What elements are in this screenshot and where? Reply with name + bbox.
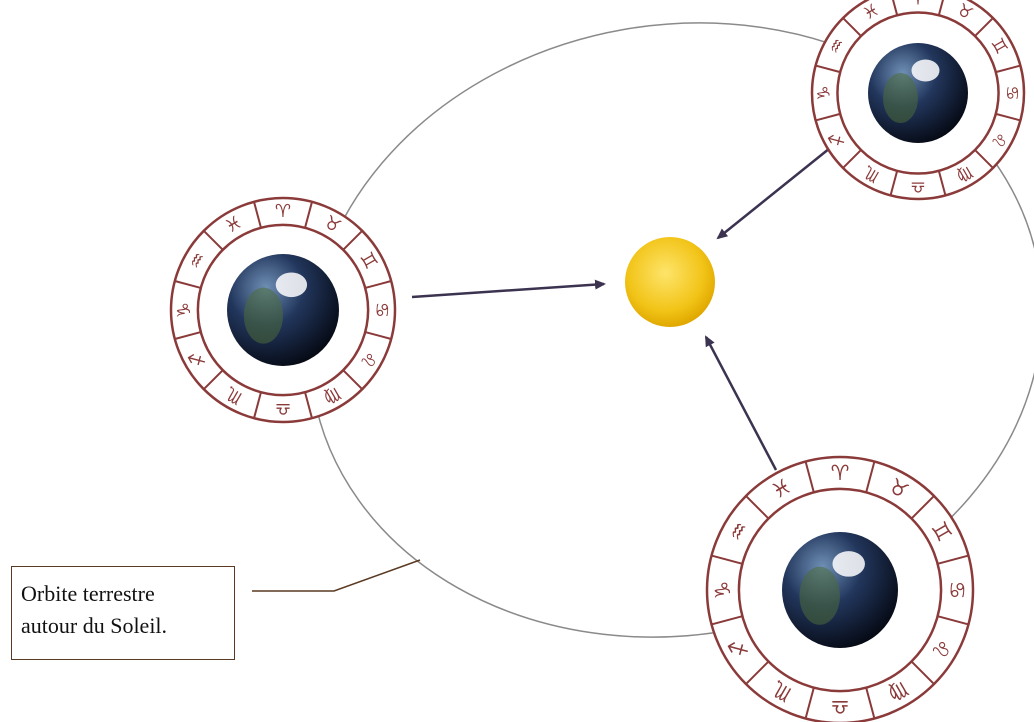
zodiac-sign-glyph: ♈ (831, 461, 850, 485)
zodiac-divider (342, 369, 363, 390)
earth-icon (227, 254, 339, 366)
zodiac-divider (865, 687, 876, 719)
zodiac-divider (842, 17, 862, 37)
zodiac-divider (304, 391, 313, 419)
earth-landmass (883, 73, 918, 123)
zodiac-divider (711, 615, 743, 626)
zodiac-divider (804, 461, 815, 493)
zodiac-sign-glyph: ♑ (815, 85, 835, 100)
zodiac-divider (842, 149, 862, 169)
arrow-bottom-to-sun (704, 335, 778, 471)
zodiac-divider (865, 461, 876, 493)
zodiac-divider (937, 170, 947, 196)
zodiac-divider (889, 170, 899, 196)
zodiac-divider (937, 554, 969, 565)
zodiac-divider (804, 687, 815, 719)
zodiac-divider (342, 230, 363, 251)
zodiac-divider (174, 280, 202, 289)
sun-icon (625, 237, 715, 327)
zodiac-sign-glyph: ♎ (275, 398, 291, 419)
earth-cloud (832, 551, 865, 577)
zodiac-wheel-bottom: ♉♊♋♌♍♎♏♐♑♒♓♈ (705, 455, 975, 722)
zodiac-sign-glyph: ♈ (275, 201, 291, 222)
zodiac-divider (253, 391, 262, 419)
zodiac-divider (815, 112, 841, 122)
earth-cloud (275, 272, 308, 298)
orbit-caption-line-2: autour du Soleil. (21, 613, 168, 638)
zodiac-divider (174, 331, 202, 340)
zodiac-divider (910, 660, 935, 685)
zodiac-divider (304, 201, 313, 229)
earth-icon (782, 532, 898, 648)
zodiac-divider (995, 112, 1021, 122)
earth-icon (868, 43, 968, 143)
zodiac-wheel-top-right: ♉♊♋♌♍♎♏♐♑♒♓♈ (810, 0, 1026, 201)
callout-connector (252, 559, 421, 592)
orbit-caption-line-1: Orbite terrestre (21, 581, 155, 606)
earth-landmass (243, 287, 283, 344)
zodiac-divider (364, 331, 392, 340)
arrow-topright-to-sun (716, 139, 841, 240)
zodiac-divider (745, 660, 770, 685)
zodiac-sign-glyph: ♑ (711, 581, 735, 600)
zodiac-sign-glyph: ♋ (371, 302, 392, 318)
zodiac-sign-glyph: ♑ (174, 302, 195, 318)
zodiac-divider (253, 201, 262, 229)
zodiac-sign-glyph: ♈ (910, 0, 925, 10)
zodiac-wheel-left: ♉♊♋♌♍♎♏♐♑♒♓♈ (169, 196, 397, 424)
zodiac-sign-glyph: ♎ (831, 695, 850, 719)
zodiac-divider (711, 554, 743, 565)
orbit-caption: Orbite terrestre autour du Soleil. (21, 578, 231, 642)
zodiac-divider (910, 495, 935, 520)
zodiac-sign-glyph: ♎ (910, 176, 925, 196)
zodiac-divider (937, 0, 944, 16)
zodiac-divider (815, 64, 841, 74)
zodiac-divider (364, 280, 392, 289)
zodiac-sign-glyph: ♋ (945, 581, 969, 600)
arrow-left-to-sun (411, 279, 606, 299)
zodiac-sign-glyph: ♋ (1001, 85, 1021, 100)
zodiac-divider (937, 615, 969, 626)
zodiac-divider (892, 0, 899, 16)
zodiac-divider (203, 369, 224, 390)
callout-box (11, 566, 235, 660)
zodiac-divider (974, 17, 994, 37)
zodiac-divider (203, 230, 224, 251)
zodiac-divider (974, 149, 994, 169)
zodiac-divider (995, 64, 1021, 74)
earth-cloud (911, 59, 940, 82)
zodiac-divider (745, 495, 770, 520)
earth-landmass (799, 566, 840, 625)
